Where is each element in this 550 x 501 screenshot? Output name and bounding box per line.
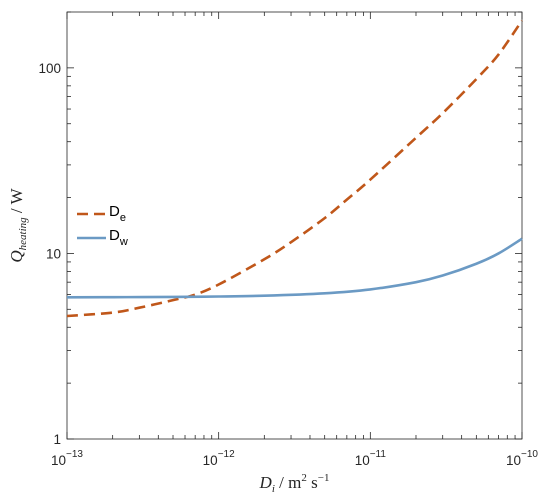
x-label-unit-a-exp: 2 (301, 472, 307, 484)
y-label-sub: heating (17, 217, 29, 250)
x-tick-label: 10−10 (506, 449, 538, 468)
y-tick-label: 100 (38, 61, 61, 76)
ticks-layer (66, 11, 523, 440)
legend: De Dw (77, 203, 128, 248)
series-line-dw (66, 237, 523, 299)
x-label-var: D (259, 473, 273, 492)
x-tick-label: 10−12 (203, 449, 235, 468)
y-label-units: W (7, 187, 26, 204)
series-layer (66, 19, 524, 318)
y-tick-label: 10 (46, 246, 61, 261)
x-tick-label: 10−13 (51, 449, 83, 468)
x-label-unit-a: m (288, 473, 301, 492)
series-line-de (66, 19, 524, 318)
x-axis-label: Di / m2 s−1 (259, 472, 330, 495)
plot-border (66, 11, 523, 440)
tick-labels: 10−13 10−12 10−11 10−10 1 10 100 (38, 61, 538, 468)
y-label-var: Q (7, 250, 26, 262)
legend-label-dw: Dw (109, 227, 128, 248)
x-tick-label: 10−11 (355, 449, 387, 468)
y-axis-label: Qheating / W (7, 187, 29, 262)
x-label-unit-b: s (311, 473, 318, 492)
x-label-sub: i (272, 483, 275, 495)
legend-label-de: De (109, 203, 126, 224)
y-tick-label: 1 (53, 432, 61, 447)
x-label-unit-b-exp: −1 (318, 472, 330, 484)
plot-area (66, 11, 523, 440)
